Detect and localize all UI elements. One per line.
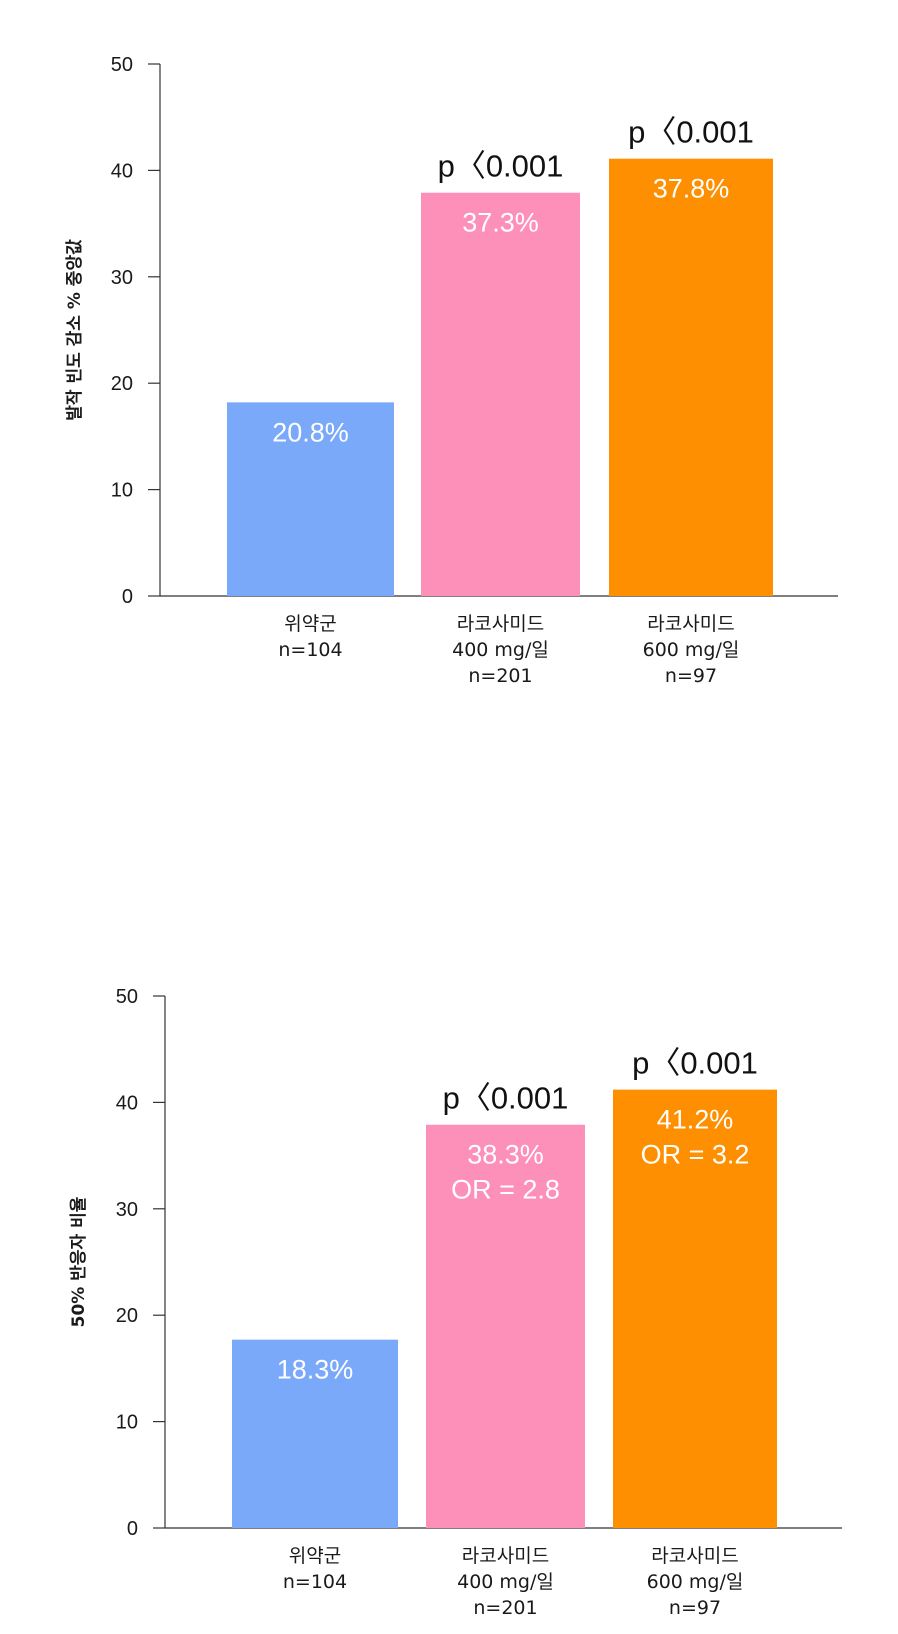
y-tick-label: 10 [116, 1412, 138, 1434]
bar-value-label: OR = 3.2 [641, 1140, 750, 1170]
category-label: n=104 [278, 639, 342, 661]
y-tick-label: 0 [122, 586, 133, 608]
category-label: n=104 [283, 1571, 347, 1593]
p-value-label: p〈0.001 [628, 115, 754, 150]
bar [609, 158, 773, 597]
y-tick-label: 50 [116, 986, 138, 1008]
category-label: 400 mg/일 [452, 639, 549, 661]
y-tick-label: 50 [111, 54, 133, 76]
y-tick-label: 40 [111, 160, 133, 182]
category-label: 600 mg/일 [643, 639, 740, 661]
chart-50-percent-responder-rate: 0 10 20 30 40 50 50% 반응자 비율 18.3% 위약군 n=104 38.3% O… [69, 986, 842, 1619]
y-tick-label: 0 [127, 1518, 138, 1540]
bar-value-label: 18.3% [277, 1355, 354, 1385]
bar-value-label: 38.3% [467, 1140, 544, 1170]
category-label: n=201 [473, 1597, 537, 1619]
y-tick-label: 10 [111, 480, 133, 502]
bar [426, 1124, 585, 1528]
category-label: n=201 [468, 665, 532, 687]
bar-value-label: 41.2% [657, 1105, 734, 1135]
bar [421, 192, 580, 596]
y-axis-title: 50% 반응자 비율 [69, 1196, 89, 1327]
y-tick-label: 30 [116, 1199, 138, 1221]
y-tick-label: 20 [116, 1305, 138, 1327]
category-label: 라코사미드 [647, 613, 734, 635]
category-label: 라코사미드 [651, 1545, 738, 1567]
bar-value-label: OR = 2.8 [451, 1175, 560, 1205]
category-label: 위약군 [289, 1545, 341, 1567]
y-tick-label: 20 [111, 373, 133, 395]
category-label: 위약군 [284, 613, 336, 635]
p-value-label: p〈0.001 [632, 1046, 758, 1081]
chart-median-seizure-reduction: 0 10 20 30 40 50 발작 빈도 감소 % 중앙값 20.8% 위약군 n=104 37… [65, 54, 838, 687]
p-value-label: p〈0.001 [443, 1081, 569, 1116]
bar [613, 1089, 777, 1528]
category-label: n=97 [665, 665, 717, 687]
bar-value-label: 20.8% [272, 417, 349, 447]
category-label: n=97 [669, 1597, 721, 1619]
p-value-label: p〈0.001 [438, 149, 564, 184]
category-label: 600 mg/일 [647, 1571, 744, 1593]
y-tick-label: 30 [111, 267, 133, 289]
bar-value-label: 37.3% [462, 208, 539, 238]
bar [232, 1339, 398, 1528]
category-label: 400 mg/일 [457, 1571, 554, 1593]
bar [227, 402, 394, 596]
y-axis-title: 발작 빈도 감소 % 중앙값 [65, 239, 85, 421]
bar-value-label: 37.8% [653, 174, 730, 204]
y-tick-label: 40 [116, 1092, 138, 1114]
category-label: 라코사미드 [462, 1545, 549, 1567]
category-label: 라코사미드 [457, 613, 544, 635]
